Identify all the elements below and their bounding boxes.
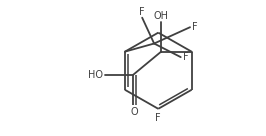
Text: O: O (131, 107, 139, 117)
Text: F: F (183, 52, 188, 62)
Text: F: F (155, 113, 161, 123)
Text: HO: HO (88, 70, 103, 80)
Text: F: F (192, 22, 198, 32)
Text: OH: OH (153, 11, 169, 21)
Text: F: F (139, 7, 145, 17)
